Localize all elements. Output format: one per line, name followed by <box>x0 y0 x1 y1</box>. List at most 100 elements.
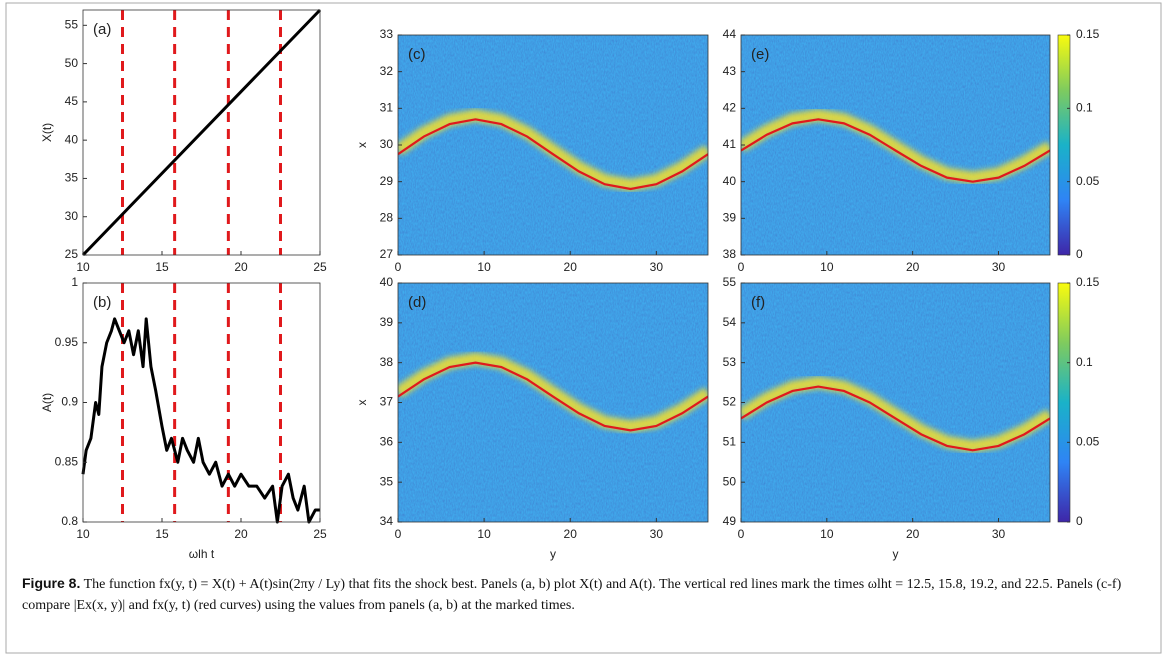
curve-group <box>398 109 708 192</box>
fit-curve <box>398 361 708 432</box>
plot-background <box>83 283 320 522</box>
y-tick-label: 37 <box>380 395 394 409</box>
y-tick-label: 34 <box>380 514 394 528</box>
y-tick-label: 28 <box>380 211 394 225</box>
y-axis-label: x <box>355 400 369 406</box>
heatmap-noise <box>398 283 708 522</box>
x-tick-label: 30 <box>992 527 1006 541</box>
shock-band <box>398 352 708 433</box>
fit-curve <box>741 118 1050 183</box>
x-tick-label: 30 <box>992 260 1006 274</box>
y-tick-label: 0.9 <box>61 395 78 409</box>
x-tick-label: 10 <box>477 260 491 274</box>
x-tick-label: 10 <box>820 527 834 541</box>
y-tick-label: 0.95 <box>55 335 79 349</box>
colorbar-tick-label: 0 <box>1076 247 1083 261</box>
panel-label: (d) <box>408 294 426 311</box>
x-tick-label: 20 <box>906 527 920 541</box>
y-tick-label: 29 <box>380 174 394 188</box>
colorbar-tick-label: 0 <box>1076 514 1083 528</box>
panel-label: (f) <box>751 294 765 311</box>
y-tick-label: 55 <box>65 17 79 31</box>
y-tick-label: 40 <box>723 174 737 188</box>
shock-band <box>741 109 1050 184</box>
axes-frame <box>82 9 321 256</box>
y-tick-label: 50 <box>723 474 737 488</box>
data-line <box>81 8 322 257</box>
y-tick-label: 40 <box>380 275 394 289</box>
caption-label: Figure 8. <box>22 575 81 591</box>
y-tick-label: 35 <box>65 171 79 185</box>
fit-curve <box>398 118 708 191</box>
y-tick-label: 0.85 <box>55 454 79 468</box>
y-tick-label: 41 <box>723 137 737 151</box>
fit-curve <box>741 385 1050 452</box>
y-tick-label: 40 <box>65 132 79 146</box>
y-tick-label: 51 <box>723 435 737 449</box>
y-tick-label: 43 <box>723 64 737 78</box>
x-tick-label: 25 <box>313 527 327 541</box>
colorbar-tick-label: 0.1 <box>1076 355 1093 369</box>
y-axis-label: A(t) <box>40 393 54 412</box>
colorbar-tick-label: 0.05 <box>1076 174 1100 188</box>
y-tick-label: 27 <box>380 247 394 261</box>
x-tick-label: 0 <box>738 260 745 274</box>
x-tick-label: 0 <box>738 527 745 541</box>
x-axis-label: ωlh t <box>189 547 215 561</box>
y-tick-label: 52 <box>723 395 737 409</box>
y-tick-label: 53 <box>723 355 737 369</box>
curve-group <box>741 376 1050 453</box>
x-tick-label: 20 <box>234 527 248 541</box>
caption: Figure 8. The function fx(y, t) = X(t) +… <box>22 573 1147 616</box>
y-tick-label: 55 <box>723 275 737 289</box>
x-tick-label: 20 <box>906 260 920 274</box>
y-tick-label: 50 <box>65 56 79 70</box>
shock-band <box>741 376 1050 453</box>
x-tick-label: 0 <box>395 527 402 541</box>
caption-text: The function fx(y, t) = X(t) + A(t)sin(2… <box>22 577 1122 613</box>
x-tick-label: 30 <box>650 527 664 541</box>
y-tick-label: 25 <box>65 247 79 261</box>
y-tick-label: 39 <box>380 315 394 329</box>
colorbar-tick-label: 0.1 <box>1076 101 1093 115</box>
colorbar <box>1057 282 1071 523</box>
x-axis-label: y <box>550 547 556 561</box>
x-tick-label: 15 <box>155 260 169 274</box>
x-tick-label: 10 <box>820 260 834 274</box>
y-tick-label: 30 <box>65 209 79 223</box>
colorbar-tick-label: 0.15 <box>1076 27 1100 41</box>
panel-label: (e) <box>751 46 769 63</box>
y-axis-label: X(t) <box>40 123 54 142</box>
y-tick-label: 35 <box>380 474 394 488</box>
y-tick-label: 49 <box>723 514 737 528</box>
x-tick-label: 20 <box>564 527 578 541</box>
y-tick-label: 33 <box>380 27 394 41</box>
y-tick-label: 36 <box>380 435 394 449</box>
x-tick-label: 30 <box>650 260 664 274</box>
heatmap-noise <box>741 283 1050 522</box>
figure-frame <box>5 2 1162 654</box>
y-axis-label: x <box>355 142 369 148</box>
y-tick-label: 39 <box>723 211 737 225</box>
y-tick-label: 38 <box>380 355 394 369</box>
y-tick-label: 44 <box>723 27 737 41</box>
x-tick-label: 10 <box>76 527 90 541</box>
x-tick-label: 10 <box>477 527 491 541</box>
panel-label: (a) <box>93 21 111 38</box>
x-tick-label: 20 <box>234 260 248 274</box>
y-tick-label: 0.8 <box>61 514 78 528</box>
y-tick-label: 31 <box>380 101 394 115</box>
curve-group <box>398 352 708 433</box>
x-tick-label: 0 <box>395 260 402 274</box>
y-tick-label: 38 <box>723 247 737 261</box>
curve-group <box>741 109 1050 184</box>
y-tick-label: 45 <box>65 94 79 108</box>
colorbar <box>1057 34 1071 256</box>
colorbar-tick-label: 0.05 <box>1076 435 1100 449</box>
x-axis-label: y <box>893 547 899 561</box>
panel-label: (b) <box>93 294 111 311</box>
shock-band <box>398 109 708 192</box>
y-tick-label: 42 <box>723 101 737 115</box>
